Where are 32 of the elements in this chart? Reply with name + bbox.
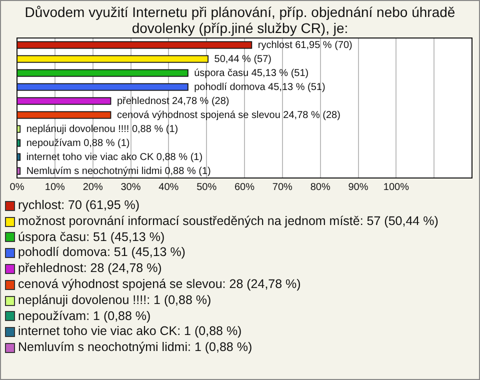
x-tick-label: 90% — [348, 182, 368, 193]
legend-label: pohodlí domova: 51 (45,13 %) — [18, 245, 186, 262]
legend-label: neplánuji dovolenou !!!!: 1 (0,88 %) — [18, 292, 212, 309]
legend-label: internet toho vie viac ako CK: 1 (0,88 %) — [18, 324, 242, 340]
legend-label: Nemluvím s neochotnými lidmi: 1 (0,88 %) — [18, 340, 252, 356]
legend-label: úspora času: 51 (45,13 %) — [18, 230, 165, 246]
x-tick-label: 20% — [82, 182, 103, 193]
data-label: cenová výhodnost spojená se slevou 24,78 % (28) — [116, 110, 340, 121]
legend-label: rychlost: 70 (61,95 %) — [18, 198, 140, 214]
data-label: neplánuji dovolenou !!!! 0,88 % (1) — [26, 124, 178, 135]
x-tick-label: 40% — [158, 182, 179, 193]
x-tick-label: 0% — [10, 182, 24, 193]
data-label: Nemluvím s neochotnými lidmi 0,88 % (1) — [26, 166, 211, 177]
data-label: rychlost 61,95 % (70) — [258, 40, 352, 51]
x-tick-label: 70% — [272, 182, 293, 193]
x-tick-label: 10% — [44, 182, 66, 193]
legend-label: možnost porovnání informací soustředěných na jednom místě: 57 (50,44 %) — [18, 214, 438, 230]
x-tick-label: 80% — [310, 182, 330, 193]
legend-label: cenová výhodnost spojená se slevou: 28 (24,78 %) — [18, 276, 301, 293]
chart-title: Důvodem využití Internetu při plánování, příp. objednání nebo úhradě dovolenky (příp.jiné služby CR), je: — [24, 3, 456, 36]
data-label: přehlednost 24,78 % (28) — [116, 96, 230, 107]
data-label: internet toho vie viac ako CK 0,88 % (1) — [26, 152, 203, 163]
data-label: 50,44 % (57) — [214, 54, 272, 65]
x-tick-label: 50% — [196, 182, 217, 193]
data-label: nepoužívam 0,88 % (1) — [26, 138, 130, 149]
data-label: úspora času 45,13 % (51) — [194, 68, 309, 79]
x-tick-label: 60% — [234, 182, 255, 193]
data-label: pohodlí domova 45,13 % (51) — [194, 82, 326, 93]
x-tick-label: 100% — [383, 182, 410, 193]
legend-label: nepoužívam: 1 (0,88 %) — [18, 308, 151, 324]
legend-label: přehlednost: 28 (24,78 %) — [18, 261, 162, 277]
x-tick-label: 30% — [120, 182, 141, 193]
